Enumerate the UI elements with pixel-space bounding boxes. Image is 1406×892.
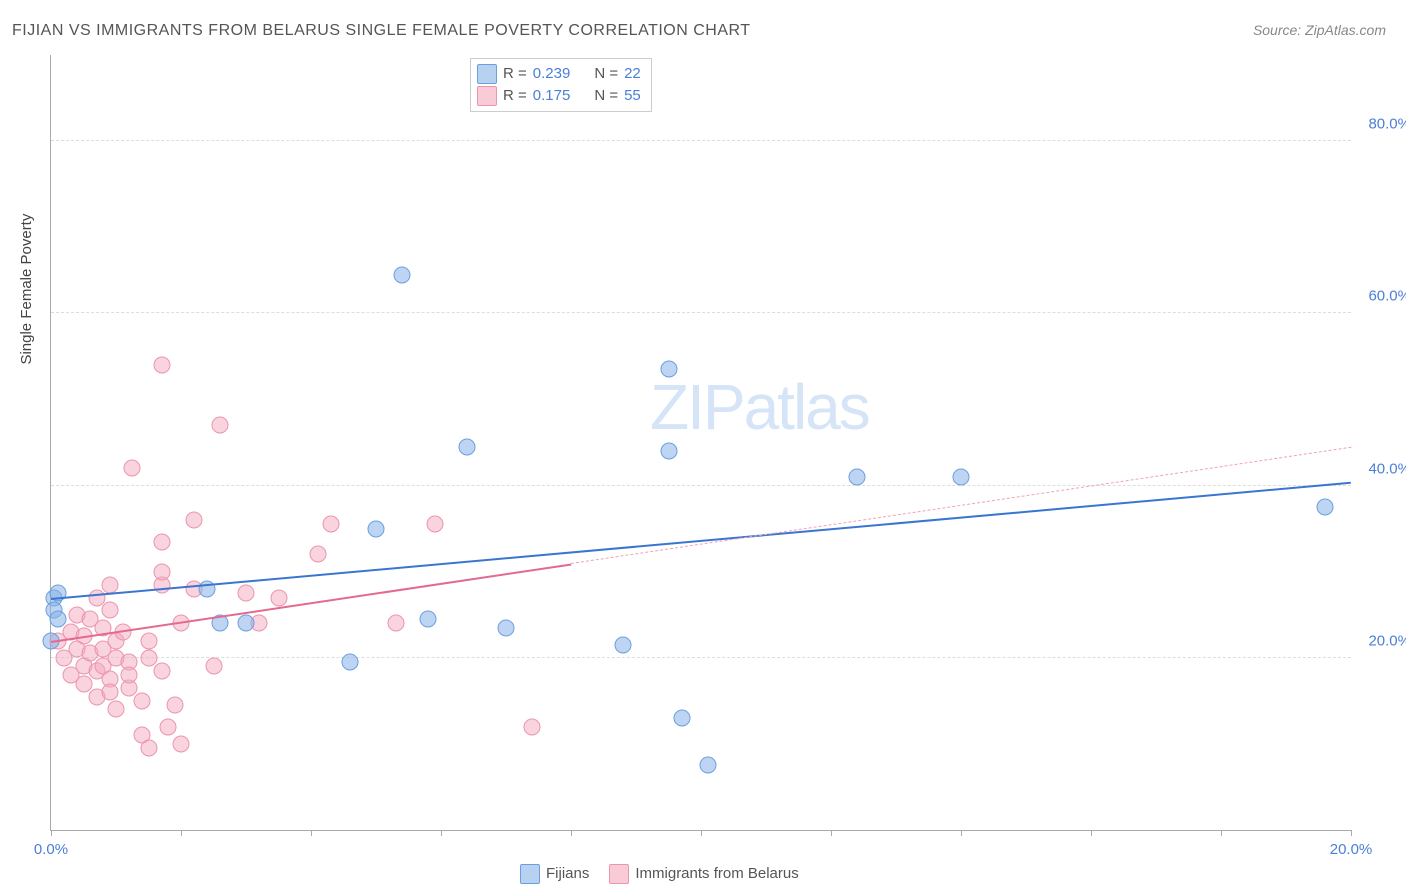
x-tick	[1221, 830, 1222, 836]
y-tick-label: 60.0%	[1368, 288, 1406, 305]
x-tick	[1091, 830, 1092, 836]
marker-belarus	[524, 718, 541, 735]
trend-line	[51, 481, 1351, 599]
legend-stats-row: R = 0.175 N = 55	[477, 85, 641, 107]
x-tick	[831, 830, 832, 836]
marker-belarus	[153, 533, 170, 550]
x-tick-label: 0.0%	[34, 841, 68, 858]
y-tick-label: 40.0%	[1368, 460, 1406, 477]
legend-series: Fijians Immigrants from Belarus	[520, 864, 799, 884]
marker-belarus	[426, 516, 443, 533]
n-value: 22	[624, 63, 641, 85]
gridline	[51, 312, 1351, 313]
x-tick	[441, 830, 442, 836]
marker-belarus	[153, 662, 170, 679]
x-tick	[701, 830, 702, 836]
marker-fijian	[660, 361, 677, 378]
n-label: N =	[594, 85, 618, 107]
marker-fijian	[342, 654, 359, 671]
legend-swatch	[609, 864, 629, 884]
marker-fijian	[459, 438, 476, 455]
marker-fijian	[394, 266, 411, 283]
marker-belarus	[270, 589, 287, 606]
marker-belarus	[166, 697, 183, 714]
marker-belarus	[212, 417, 229, 434]
marker-fijian	[849, 468, 866, 485]
marker-belarus	[88, 589, 105, 606]
marker-belarus	[134, 692, 151, 709]
marker-fijian	[660, 443, 677, 460]
marker-fijian	[420, 611, 437, 628]
marker-belarus	[140, 632, 157, 649]
legend-series-item: Fijians	[520, 864, 589, 884]
r-label: R =	[503, 63, 527, 85]
y-tick-label: 20.0%	[1368, 632, 1406, 649]
marker-belarus	[101, 602, 118, 619]
n-value: 55	[624, 85, 641, 107]
x-tick	[181, 830, 182, 836]
x-tick-label: 20.0%	[1330, 841, 1373, 858]
marker-fijian	[615, 636, 632, 653]
gridline	[51, 657, 1351, 658]
x-tick	[311, 830, 312, 836]
gridline	[51, 485, 1351, 486]
marker-belarus	[153, 563, 170, 580]
legend-swatch	[477, 86, 497, 106]
gridline	[51, 140, 1351, 141]
marker-belarus	[309, 546, 326, 563]
marker-belarus	[186, 512, 203, 529]
marker-belarus	[124, 460, 141, 477]
marker-belarus	[387, 615, 404, 632]
y-axis-title: Single Female Poverty	[18, 214, 35, 365]
x-tick	[571, 830, 572, 836]
marker-belarus	[238, 585, 255, 602]
marker-belarus	[121, 667, 138, 684]
n-label: N =	[594, 63, 618, 85]
marker-belarus	[140, 649, 157, 666]
marker-belarus	[160, 718, 177, 735]
marker-fijian	[673, 710, 690, 727]
x-tick	[961, 830, 962, 836]
marker-belarus	[101, 684, 118, 701]
marker-belarus	[75, 675, 92, 692]
marker-fijian	[238, 615, 255, 632]
marker-fijian	[49, 611, 66, 628]
marker-fijian	[368, 520, 385, 537]
legend-series-item: Immigrants from Belarus	[609, 864, 798, 884]
marker-fijian	[1317, 499, 1334, 516]
plot-area: 20.0%40.0%60.0%80.0%0.0%20.0%	[50, 55, 1351, 831]
marker-belarus	[322, 516, 339, 533]
marker-fijian	[498, 619, 515, 636]
legend-stats-box: R = 0.239 N = 22 R = 0.175 N = 55	[470, 58, 652, 112]
marker-fijian	[699, 757, 716, 774]
legend-series-label: Fijians	[546, 865, 589, 882]
r-value: 0.175	[533, 85, 571, 107]
marker-fijian	[953, 468, 970, 485]
marker-belarus	[153, 357, 170, 374]
marker-belarus	[140, 740, 157, 757]
x-tick	[51, 830, 52, 836]
r-value: 0.239	[533, 63, 571, 85]
x-tick	[1351, 830, 1352, 836]
legend-swatch	[520, 864, 540, 884]
source-label: Source: ZipAtlas.com	[1253, 22, 1386, 38]
legend-stats-row: R = 0.239 N = 22	[477, 63, 641, 85]
marker-belarus	[108, 701, 125, 718]
y-tick-label: 80.0%	[1368, 116, 1406, 133]
marker-belarus	[101, 576, 118, 593]
chart-title: FIJIAN VS IMMIGRANTS FROM BELARUS SINGLE…	[12, 22, 751, 40]
marker-belarus	[205, 658, 222, 675]
legend-series-label: Immigrants from Belarus	[635, 865, 798, 882]
r-label: R =	[503, 85, 527, 107]
trend-line	[571, 447, 1351, 564]
marker-belarus	[173, 735, 190, 752]
legend-swatch	[477, 64, 497, 84]
